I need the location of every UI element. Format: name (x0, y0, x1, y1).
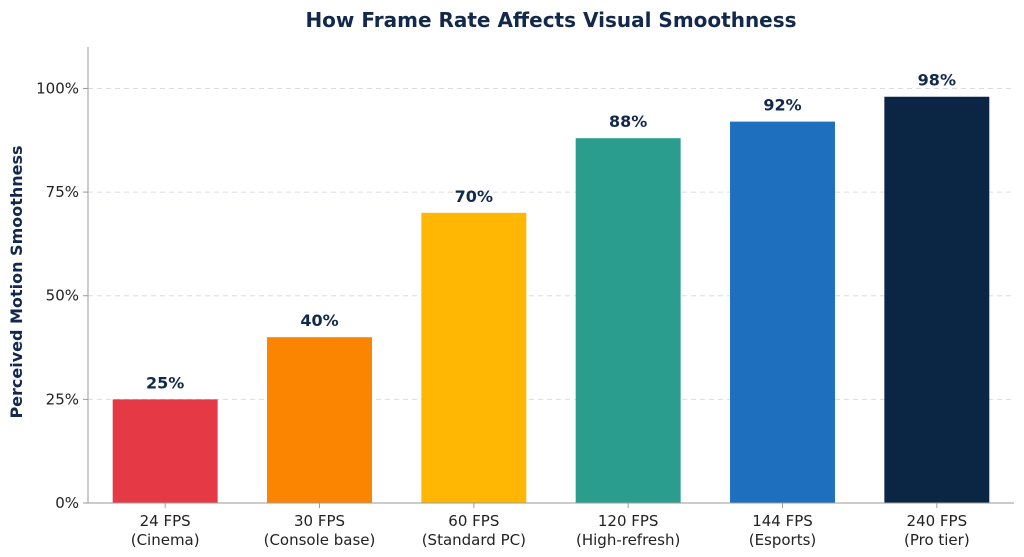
data-label: 88% (609, 112, 647, 131)
y-tick-label: 25% (46, 390, 79, 408)
data-label: 40% (300, 311, 338, 330)
y-tick-label: 100% (36, 79, 79, 97)
x-tick-label: (Console base) (264, 531, 376, 549)
x-tick-label: 240 FPS (907, 512, 968, 530)
data-label: 98% (918, 71, 956, 90)
x-tick-label: (Cinema) (131, 531, 200, 549)
y-tick-label: 75% (46, 183, 79, 201)
y-axis-label: Perceived Motion Smoothness (7, 145, 26, 418)
chart-title: How Frame Rate Affects Visual Smoothness (305, 8, 796, 32)
y-tick-label: 0% (55, 494, 79, 512)
bars (112, 96, 990, 504)
bar (421, 212, 527, 503)
x-tick-label: 24 FPS (140, 512, 191, 530)
data-label: 25% (146, 373, 184, 392)
bar (730, 121, 835, 504)
x-tick-label: (Esports) (749, 531, 817, 549)
data-label: 70% (455, 187, 493, 206)
y-tick-label: 50% (46, 287, 79, 305)
x-tick-label: (Pro tier) (904, 531, 970, 549)
data-labels: 25% 40% 70% 88% 92% 98% (146, 71, 956, 393)
bar (575, 138, 681, 503)
x-tick-label: 60 FPS (448, 512, 499, 530)
x-tick-label: 120 FPS (598, 512, 659, 530)
grid-lines (88, 87, 1014, 400)
x-tick-label: (High-refresh) (576, 531, 680, 549)
x-tick-label: 30 FPS (294, 512, 345, 530)
bar (884, 96, 990, 503)
x-axis-ticks: 24 FPS(Cinema) 30 FPS(Console base) 60 FPS… (131, 503, 970, 549)
bar (112, 399, 218, 503)
bar (267, 337, 372, 503)
data-label: 92% (763, 96, 801, 115)
x-tick-label: (Standard PC) (422, 531, 526, 549)
y-axis-ticks: 0% 25% 50% 75% 100% (36, 79, 88, 512)
x-tick-label: 144 FPS (752, 512, 813, 530)
